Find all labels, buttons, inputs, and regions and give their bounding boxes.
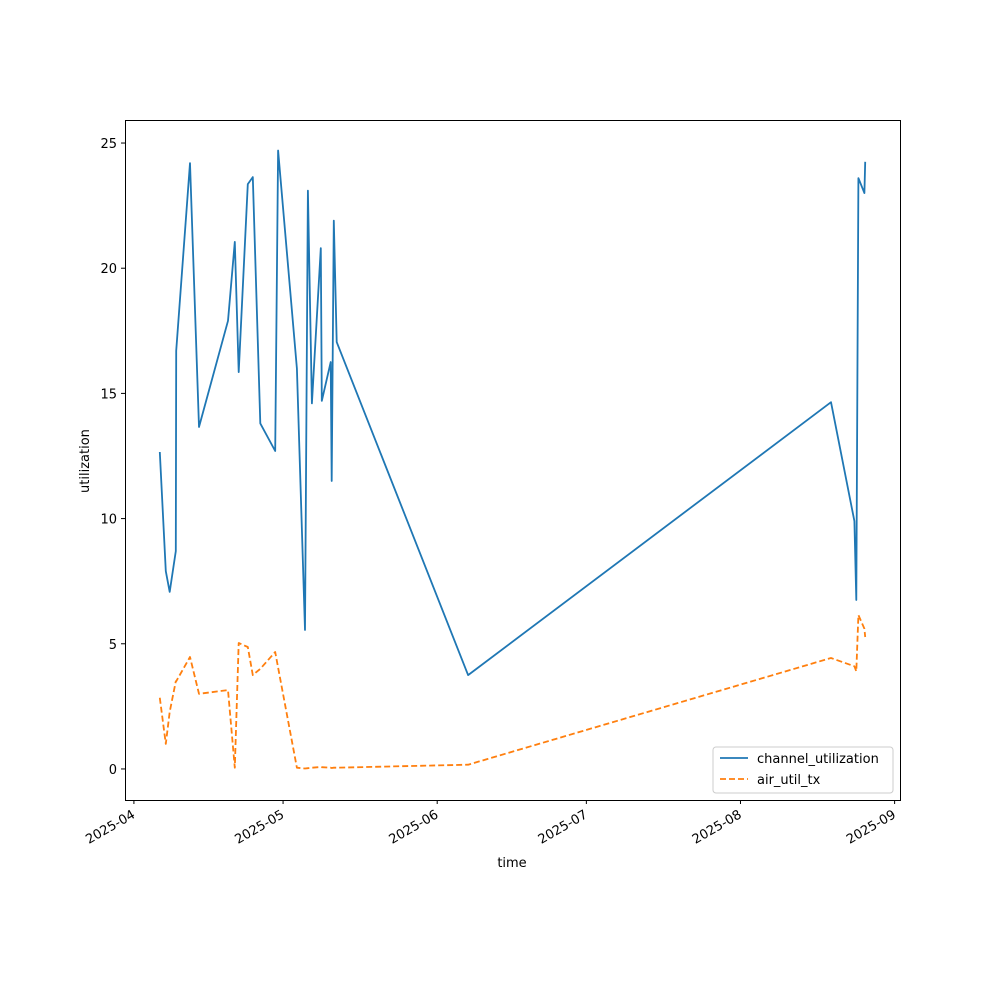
x-tick-label: 2025-09	[844, 807, 899, 847]
y-tick-label: 5	[109, 638, 117, 653]
legend-label-channel-utilization: channel_utilization	[757, 752, 879, 767]
series-line-channel-utilization	[158, 149, 867, 676]
legend-box	[712, 746, 894, 794]
x-tick-label: 2025-07	[536, 807, 591, 847]
legend: channel_utilization air_util_tx	[712, 746, 894, 794]
y-axis: 0 5 10 15 20 25	[100, 137, 125, 778]
plot-frame	[125, 120, 901, 801]
x-tick-label: 2025-06	[387, 807, 442, 847]
x-axis: 2025-04 2025-05 2025-06 2025-07 2025-08 2025-…	[83, 800, 899, 848]
x-tick-label: 2025-04	[83, 807, 138, 847]
y-tick-label: 10	[100, 513, 117, 528]
y-tick-label: 15	[100, 387, 117, 402]
x-tick-label: 2025-08	[690, 807, 745, 847]
y-tick-label: 0	[109, 763, 117, 778]
y-tick-label: 25	[100, 137, 117, 152]
legend-label-air-util-tx: air_util_tx	[757, 773, 821, 788]
x-axis-label: time	[497, 856, 526, 871]
y-axis-label: utilization	[78, 429, 93, 493]
x-tick-label: 2025-05	[233, 807, 288, 847]
y-tick-label: 20	[100, 262, 117, 277]
series-layer	[158, 149, 867, 770]
series-line-air-util-tx	[158, 614, 867, 770]
